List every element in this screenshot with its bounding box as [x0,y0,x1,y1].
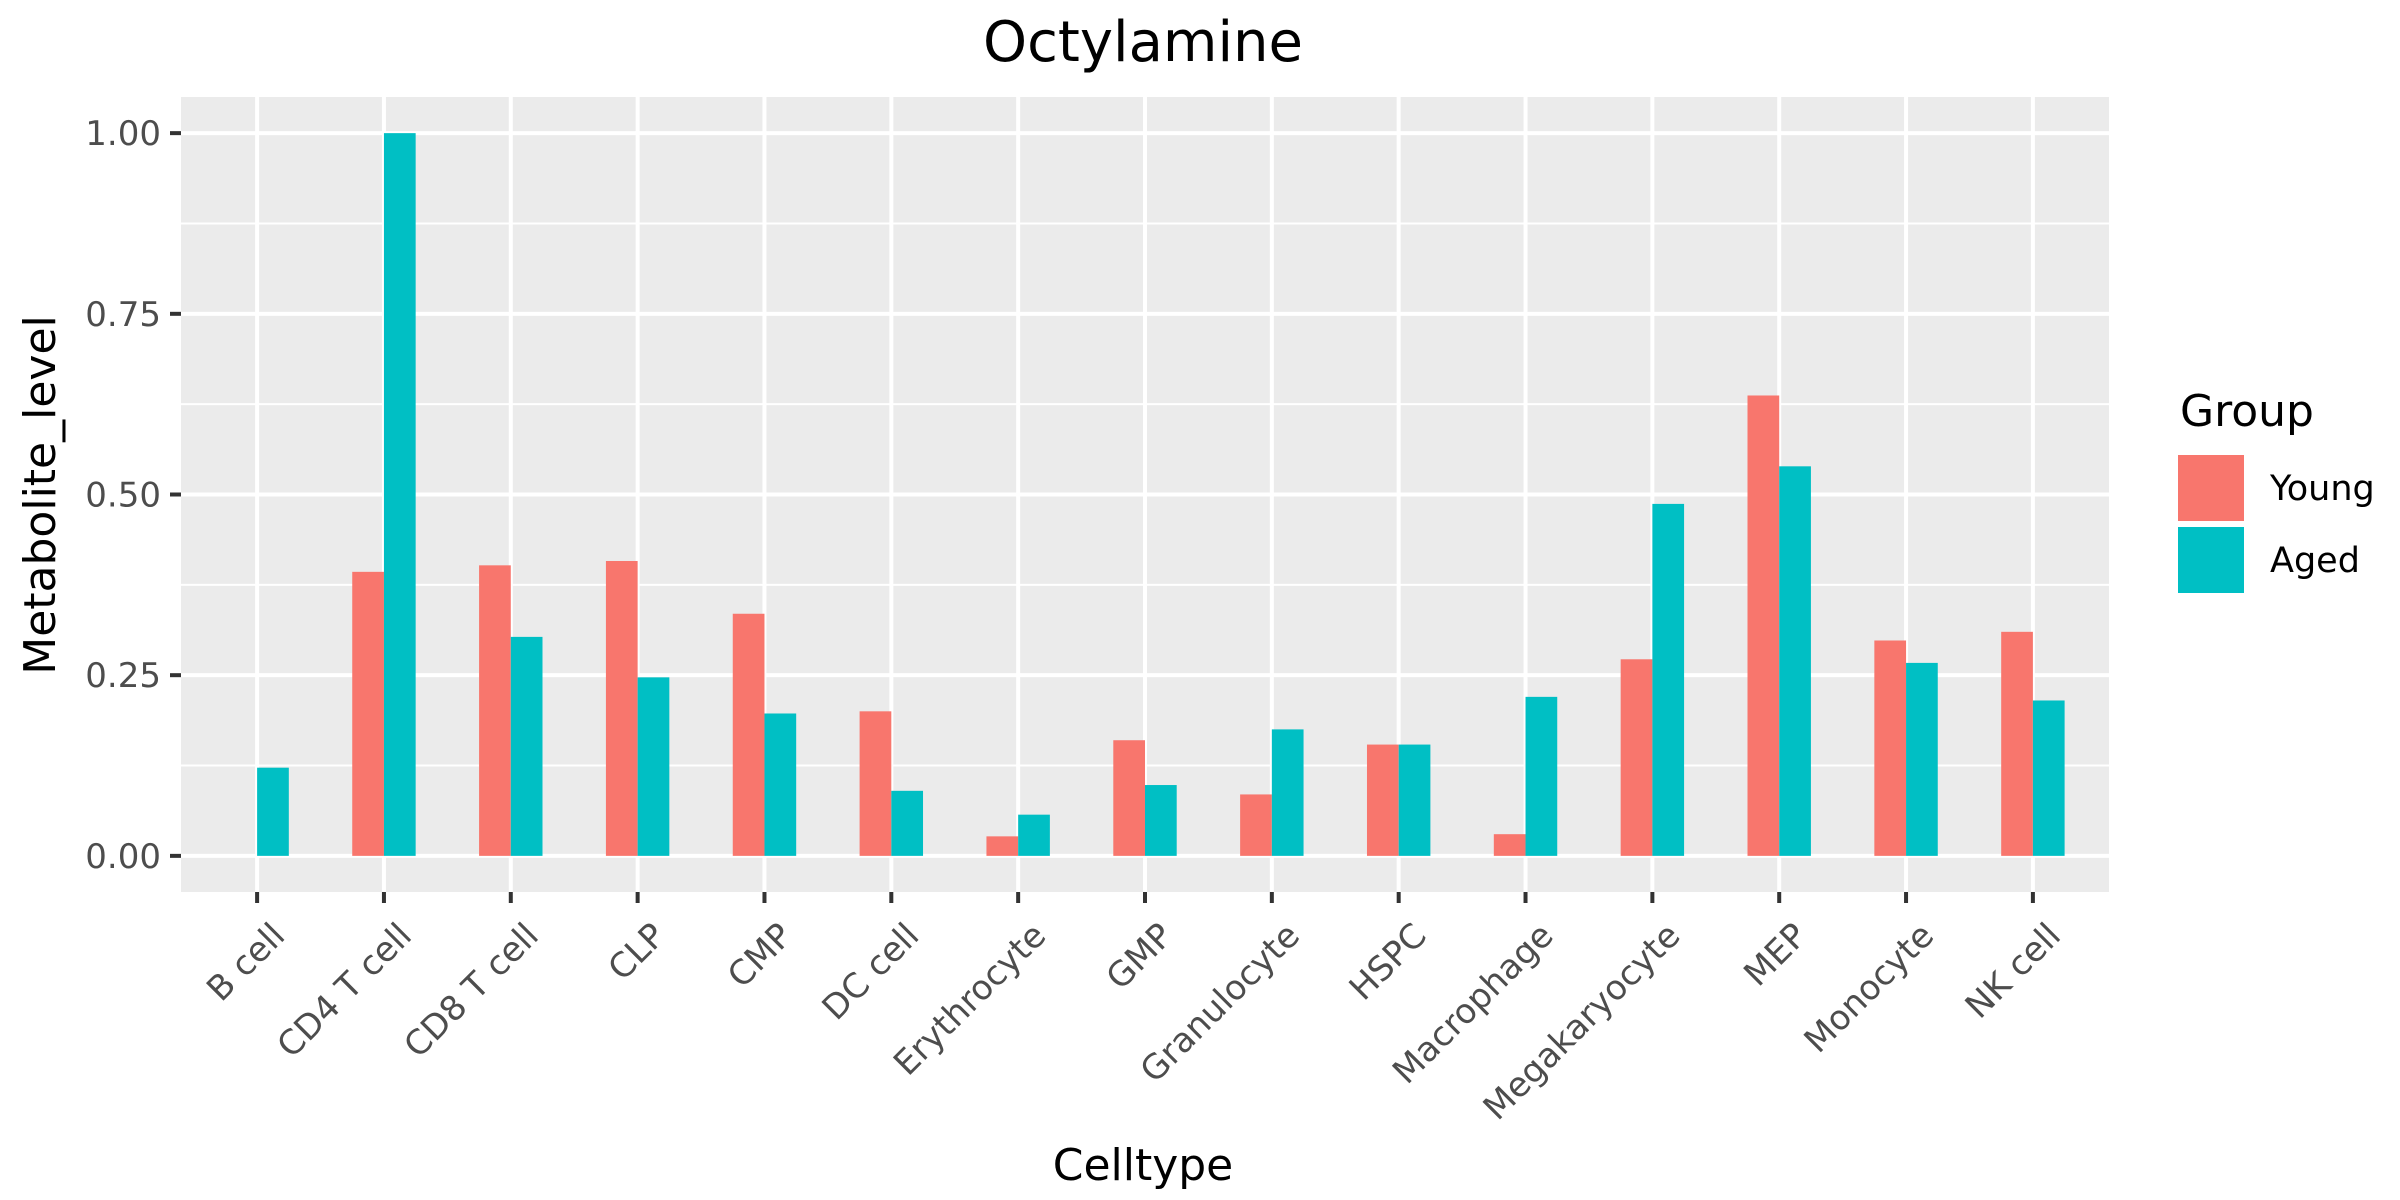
bar-aged-dc-cell [891,790,924,856]
y-tick-label: 0.25 [85,656,161,696]
y-tick-label: 0.00 [85,837,161,877]
bar-young-cmp [732,613,765,856]
bar-young-cd8-t-cell [479,565,511,856]
legend-items: Young Aged [2178,455,2375,593]
legend-label-aged: Aged [2270,541,2360,581]
y-tick-label: 1.00 [85,114,161,154]
bar-young-cd4-t-cell [352,571,384,856]
bar-young-nk-cell [2001,631,2033,856]
bar-aged-granulocyte [1271,729,1304,856]
bar-aged-monocyte [1906,662,1938,856]
bar-aged-clp [637,677,670,856]
bar-young-dc-cell [859,711,892,856]
x-tick-label: HSPC [1342,916,1435,1009]
x-axis-title: Celltype [1053,1140,1234,1191]
bar-young-macrophage [1493,834,1526,856]
chart-title: Octylamine [983,10,1303,75]
bar-young-hspc [1366,744,1399,856]
bar-young-erythrocyte [986,836,1019,856]
bar-young-clp [605,560,638,856]
legend-label-young: Young [2269,469,2375,509]
bar-aged-megakaryocyte [1652,503,1685,856]
x-tick-label: Monocyte [1797,916,1942,1061]
bar-young-megakaryocyte [1620,659,1653,856]
bar-aged-hspc [1398,744,1431,856]
bars [257,133,2065,856]
x-tick-label: CD8 T cell [396,916,546,1066]
x-tick-label: CLP [601,916,674,989]
y-tick-label: 0.50 [85,476,161,516]
x-tick-label: NK cell [1958,916,2069,1027]
legend-title: Group [2180,386,2314,437]
bar-aged-nk-cell [2032,700,2065,856]
bar-aged-b-cell [257,767,289,856]
legend: Group Young Aged [2178,386,2375,593]
x-tick-label: B cell [199,916,293,1010]
bar-young-monocyte [1874,640,1907,856]
bar-young-mep [1747,395,1780,856]
bar-young-granulocyte [1240,794,1272,856]
x-tick-label: DC cell [815,916,928,1029]
x-tick-label: CMP [720,916,800,996]
bar-aged-cmp [764,713,797,856]
x-tick-label: GMP [1099,916,1181,998]
legend-key-young [2178,455,2244,521]
bar-young-gmp [1113,740,1145,856]
bar-aged-gmp [1145,785,1177,856]
y-tick-label: 0.75 [85,295,161,335]
bar-aged-macrophage [1525,696,1558,856]
bar-aged-mep [1779,466,1811,856]
y-axis-title: Metabolite_level [15,315,66,675]
x-tick-label: CD4 T cell [270,916,420,1066]
bar-aged-cd4-t-cell [383,133,416,856]
y-axis: 0.00 0.25 0.50 0.75 1.00 [85,114,181,877]
bar-aged-erythrocyte [1018,814,1050,856]
x-tick-label: MEP [1736,916,1815,995]
legend-key-aged [2178,527,2244,593]
bar-aged-cd8-t-cell [510,636,543,856]
